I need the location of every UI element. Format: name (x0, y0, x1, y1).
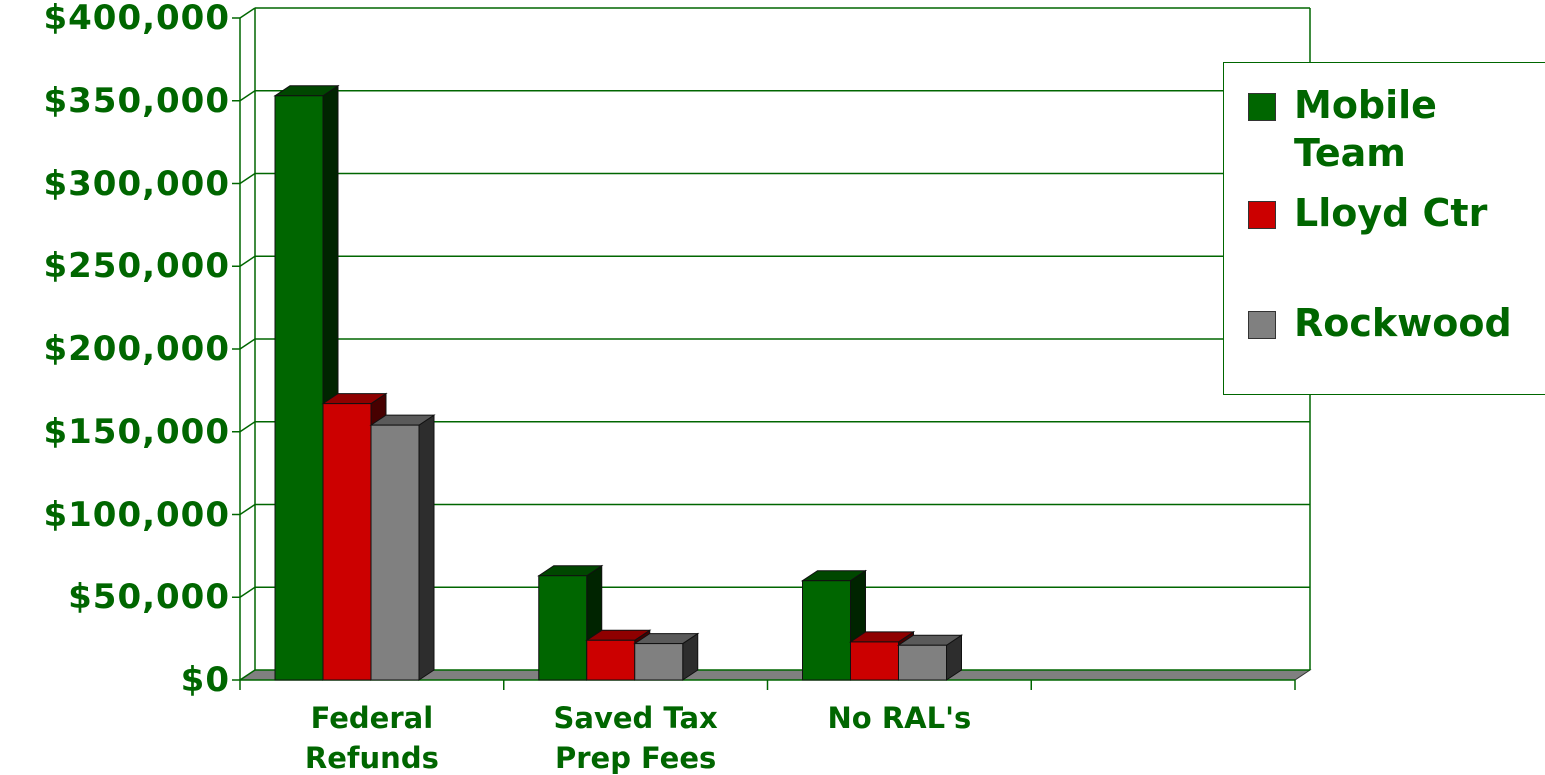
bar (896, 634, 964, 681)
grid-line-side (239, 172, 256, 185)
bar-side (418, 414, 435, 681)
bar-front (274, 95, 324, 681)
grid-line-side (239, 421, 256, 433)
x-tick-label: No RAL's (827, 701, 972, 735)
y-tick-label: $0 (180, 660, 230, 700)
legend-swatch (1248, 201, 1276, 229)
grid-line-side (239, 338, 256, 350)
y-tick-label: $50,000 (68, 577, 230, 618)
bar-front (370, 424, 420, 681)
x-tick-label: Saved Tax Prep Fees (553, 701, 718, 775)
bar-front (586, 639, 636, 681)
grid-line-side (239, 7, 256, 19)
y-tick-label: $400,000 (43, 0, 230, 38)
legend-swatch (1248, 311, 1276, 339)
legend-swatch (1248, 93, 1276, 121)
y-tick-label: $300,000 (43, 163, 230, 204)
bar (369, 414, 436, 681)
y-tick-label: $250,000 (43, 246, 230, 287)
grid-line-side (239, 586, 256, 598)
bar-front (802, 580, 851, 681)
bar-front (634, 643, 684, 681)
y-tick-label: $100,000 (43, 494, 230, 535)
y-tick-label: $150,000 (43, 411, 230, 452)
bar-front (538, 575, 588, 681)
bar (633, 632, 700, 681)
legend-label: Mobile Team (1294, 83, 1437, 175)
legend: Mobile Team Lloyd Ctr Rockwood (1223, 62, 1545, 395)
y-tick-label: $350,000 (43, 80, 230, 121)
legend-label: Rockwood (1294, 301, 1512, 345)
bar-front (898, 644, 947, 681)
grid-line-side (239, 669, 256, 681)
x-tick-label: Federal Refunds (304, 701, 439, 775)
legend-label: Lloyd Ctr (1294, 191, 1488, 235)
grid-line-side (239, 503, 256, 516)
bar-front (322, 403, 372, 681)
y-tick-label: $200,000 (43, 329, 230, 369)
grid-line-side (239, 90, 256, 102)
bar (273, 84, 340, 681)
grid-line-side (239, 255, 256, 267)
bar-front (850, 641, 899, 681)
